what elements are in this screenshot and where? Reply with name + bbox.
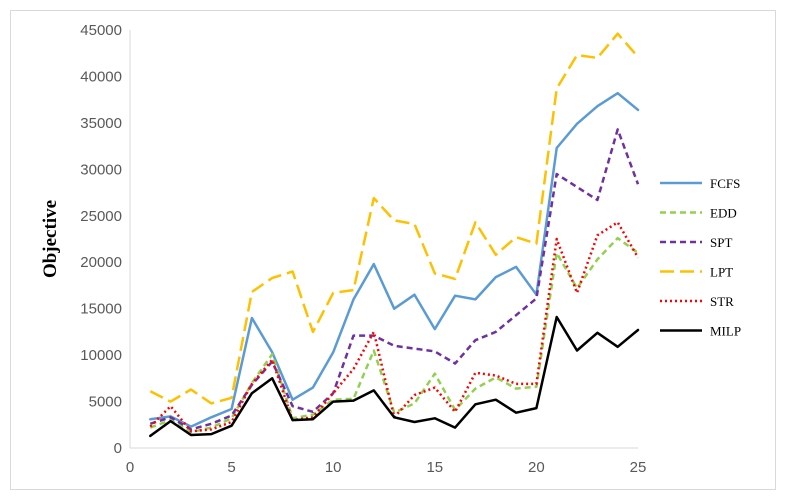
legend-label-str: STR	[710, 294, 734, 309]
legend-label-fcfs: FCFS	[710, 176, 740, 191]
x-tick-labels: 0 5 10 15 20 25	[126, 459, 647, 476]
series-line-edd	[149, 236, 639, 434]
x-tick-label: 0	[126, 459, 134, 476]
legend-label-spt: SPT	[710, 235, 732, 250]
y-tick-label: 5000	[89, 394, 122, 411]
y-axis-label: Objective	[40, 200, 61, 278]
y-tick-label: 35000	[80, 115, 122, 132]
legend-label-edd: EDD	[710, 206, 737, 221]
series-line-spt	[149, 128, 640, 431]
x-tick-label: 10	[325, 459, 342, 476]
y-tick-labels: 0 5000 10000 15000 20000 25000 30000 35000 40000…	[80, 22, 122, 457]
series-lines	[149, 32, 640, 438]
y-tick-label: 0	[114, 440, 122, 457]
legend-label-milp: MILP	[710, 324, 741, 339]
y-tick-label: 20000	[80, 254, 122, 271]
series-line-lpt	[149, 32, 639, 405]
legend-label-lpt: LPT	[710, 265, 733, 280]
y-tick-label: 45000	[80, 22, 122, 39]
y-tick-label: 30000	[80, 161, 122, 178]
chart-frame	[10, 10, 776, 490]
x-tick-label: 15	[426, 459, 443, 476]
x-tick-label: 20	[528, 459, 545, 476]
y-tick-label: 25000	[80, 208, 122, 225]
x-tick-label: 5	[227, 459, 235, 476]
y-tick-label: 10000	[80, 347, 122, 364]
x-tick-label: 25	[630, 459, 647, 476]
y-tick-label: 40000	[80, 68, 122, 85]
axes	[129, 30, 638, 449]
series-line-fcfs	[149, 91, 640, 428]
legend: FCFS EDD SPT LPT STR MILP	[660, 176, 741, 339]
series-line-milp	[149, 315, 640, 438]
y-tick-label: 15000	[80, 301, 122, 318]
